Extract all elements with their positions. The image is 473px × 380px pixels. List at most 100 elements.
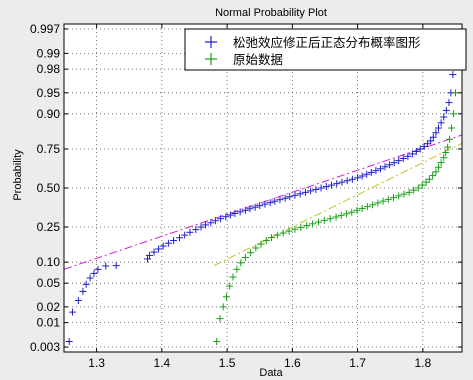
data-point-series-1: [412, 147, 420, 155]
data-point-series-2: [279, 229, 287, 237]
data-point-series-2: [216, 315, 224, 323]
data-point-series-1: [150, 248, 158, 256]
data-point-series-1: [348, 175, 356, 183]
data-point-series-1: [358, 172, 366, 180]
data-point-series-1: [241, 206, 249, 214]
data-point-series-2: [442, 149, 450, 157]
data-point-series-1: [211, 217, 219, 225]
data-point-series-2: [418, 181, 426, 189]
x-tick-label: 1.6: [284, 356, 301, 370]
data-point-series-1: [296, 190, 304, 198]
data-point-series-2: [429, 172, 437, 180]
data-point-series-1: [170, 237, 178, 245]
data-point-series-2: [374, 199, 382, 207]
data-point-series-1: [256, 202, 264, 210]
y-tick-label: 0.98: [37, 62, 61, 76]
data-point-series-1: [236, 208, 244, 216]
legend: 松弛效应修正后正态分布概率图形 原始数据: [184, 28, 467, 71]
data-point-series-1: [449, 71, 457, 79]
data-point-series-1: [222, 213, 230, 221]
data-point-series-1: [186, 228, 194, 236]
data-point-series-1: [94, 265, 102, 273]
data-point-series-2: [389, 194, 397, 202]
data-point-series-2: [257, 240, 265, 248]
y-tick-label: 0.25: [37, 220, 61, 234]
data-point-series-2: [247, 249, 255, 257]
x-tick-label: 1.3: [88, 356, 105, 370]
data-point-series-2: [348, 208, 356, 216]
data-point-series-1: [381, 163, 389, 171]
x-axis-ticks: 1.3 1.4 1.5 1.6 1.7 1.8: [88, 24, 432, 370]
data-point-series-2: [379, 197, 387, 205]
data-point-series-1: [435, 124, 443, 132]
y-tick-label: 0.01: [37, 316, 61, 330]
data-point-series-1: [386, 161, 394, 169]
data-point-series-1: [291, 191, 299, 199]
data-point-series-2: [303, 222, 311, 230]
legend-marker-series-1: [205, 36, 217, 48]
data-point-series-1: [372, 167, 380, 175]
data-point-series-1: [181, 231, 189, 239]
y-tick-label: 0.10: [37, 255, 61, 269]
data-point-series-2: [353, 206, 361, 214]
y-tick-label: 0.02: [37, 300, 61, 314]
data-point-series-2: [437, 159, 445, 167]
data-point-series-1: [159, 242, 167, 250]
y-tick-label: 0.90: [37, 107, 61, 121]
data-point-series-1: [82, 280, 90, 288]
data-point-series-2: [297, 223, 305, 231]
data-point-series-1: [442, 106, 450, 114]
data-point-series-2: [363, 203, 371, 211]
y-axis-title: Probability: [12, 149, 24, 201]
grid-lines: [64, 24, 462, 352]
x-tick-label: 1.8: [415, 356, 432, 370]
data-point-series-2: [309, 220, 317, 228]
data-point-series-2: [273, 231, 281, 239]
data-point-series-1: [192, 226, 200, 234]
data-point-series-2: [405, 188, 413, 196]
data-point-series-2: [422, 178, 430, 186]
data-point-series-1: [367, 168, 375, 176]
data-point-series-2: [358, 204, 366, 212]
axes-background: [64, 24, 462, 352]
x-tick-label: 1.7: [349, 356, 366, 370]
x-tick-label: 1.5: [219, 356, 236, 370]
y-tick-label: 0.05: [37, 276, 61, 290]
chart-title: Normal Probability Plot: [215, 7, 327, 19]
data-point-series-2: [213, 337, 221, 345]
data-point-series-2: [267, 234, 275, 242]
y-tick-label: 0.997: [30, 22, 60, 36]
data-point-series-1: [276, 196, 284, 204]
data-point-series-1: [207, 219, 215, 227]
data-point-series-1: [286, 193, 294, 201]
legend-label-series-2: 原始数据: [233, 52, 283, 67]
data-point-series-2: [320, 216, 328, 224]
data-point-series-2: [229, 273, 237, 281]
legend-box: [184, 28, 467, 71]
data-point-series-2: [400, 190, 408, 198]
data-point-series-1: [266, 199, 274, 207]
legend-marker-series-2: [205, 53, 217, 65]
data-point-series-1: [390, 159, 398, 167]
y-tick-label: 0.003: [30, 340, 60, 354]
data-point-series-1: [251, 203, 259, 211]
data-point-series-2: [285, 227, 293, 235]
data-point-series-2: [448, 124, 456, 132]
data-point-series-1: [197, 223, 205, 231]
data-point-series-2: [233, 265, 241, 273]
data-point-series-2: [262, 237, 270, 245]
data-point-series-1: [429, 133, 437, 141]
data-point-series-2: [226, 282, 234, 290]
data-point-series-1: [68, 308, 76, 316]
data-point-series-2: [332, 213, 340, 221]
data-point-series-1: [261, 200, 269, 208]
data-point-series-1: [404, 152, 412, 160]
data-point-series-1: [145, 251, 153, 259]
data-point-series-2: [410, 186, 418, 194]
data-point-series-1: [399, 154, 407, 162]
data-point-series-2: [384, 195, 392, 203]
data-point-series-2: [451, 89, 459, 97]
data-point-series-1: [317, 184, 325, 192]
data-point-series-2: [395, 192, 403, 200]
